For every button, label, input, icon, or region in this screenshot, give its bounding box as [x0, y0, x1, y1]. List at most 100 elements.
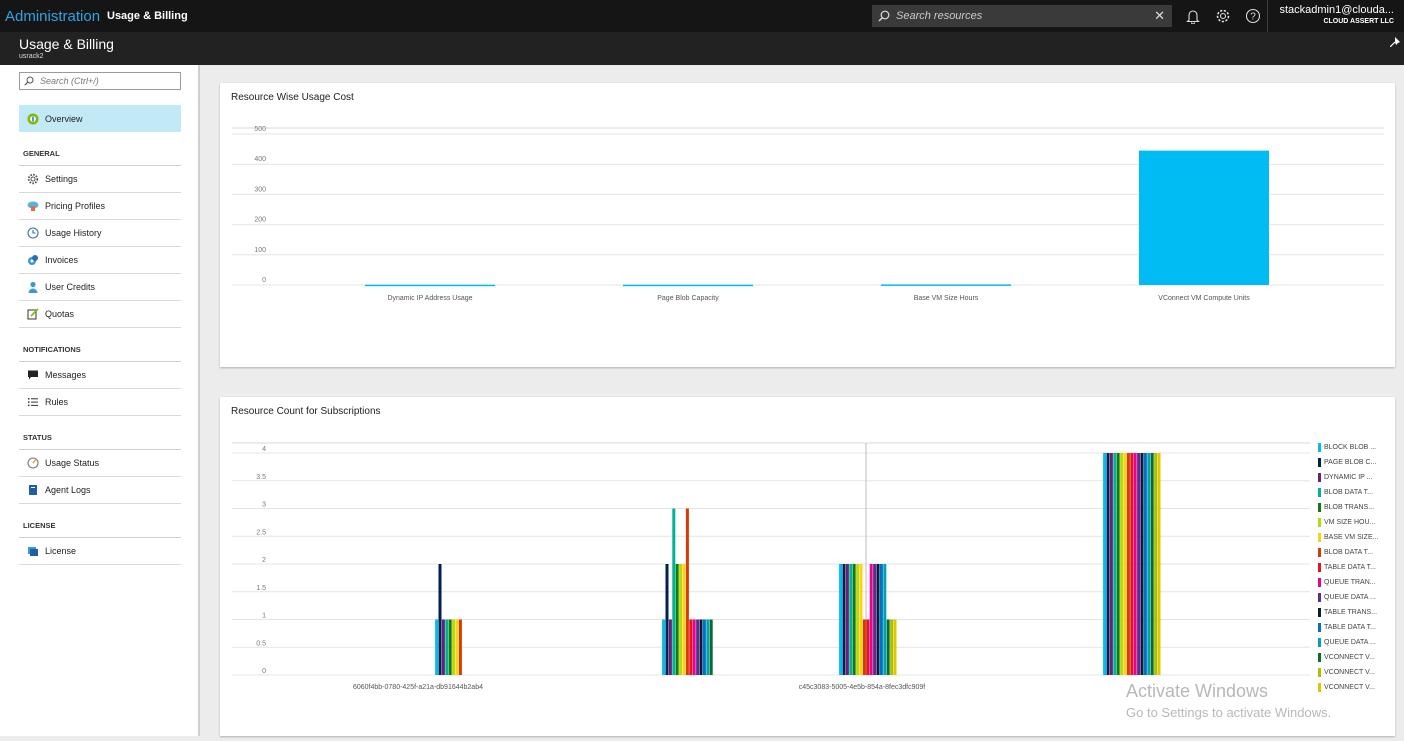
y-tick-label: 2 — [262, 557, 266, 564]
bar — [869, 564, 873, 675]
svg-text:?: ? — [1250, 12, 1256, 23]
legend-swatch — [1318, 533, 1321, 542]
legend-item[interactable]: BLOB DATA T... — [1318, 545, 1388, 560]
message-icon — [27, 369, 39, 381]
usage-cost-card: Resource Wise Usage Cost 0 100 200 300 400 50… — [220, 83, 1395, 367]
section-general: GENERAL — [23, 149, 60, 158]
divider — [19, 165, 181, 166]
legend-swatch — [1318, 593, 1321, 602]
divider — [19, 537, 181, 538]
bar — [1140, 453, 1144, 675]
notifications-bell-icon[interactable] — [1178, 0, 1208, 32]
menu-search-input[interactable] — [40, 76, 170, 86]
y-tick-label: 100 — [254, 247, 266, 254]
bar — [890, 619, 894, 675]
bar — [881, 284, 1011, 286]
sidebar-item-rules[interactable]: Rules — [19, 389, 181, 416]
legend-label: BLOCK BLOB ... — [1324, 444, 1377, 451]
pricing-profiles-icon — [27, 200, 39, 212]
chart-legend: BLOCK BLOB ... PAGE BLOB C... DYNAMIC IP .… — [1318, 440, 1388, 695]
legend-swatch — [1318, 473, 1321, 482]
legend-item[interactable]: QUEUE TRAN... — [1318, 575, 1388, 590]
sidebar-item-pricing-profiles[interactable]: Pricing Profiles — [19, 193, 181, 220]
legend-item[interactable]: BASE VM SIZE... — [1318, 530, 1388, 545]
legend-label: BLOB TRANS... — [1324, 504, 1375, 511]
legend-swatch — [1318, 548, 1321, 557]
legend-label: TABLE DATA T... — [1324, 624, 1376, 631]
menu-search-box[interactable] — [19, 72, 181, 90]
legend-item[interactable]: BLOCK BLOB ... — [1318, 440, 1388, 455]
bar — [702, 619, 706, 675]
settings-gear-icon[interactable] — [1208, 0, 1238, 32]
sidebar-item-license[interactable]: License — [19, 538, 181, 565]
blade-title: Usage & Billing — [19, 36, 114, 52]
bar — [1116, 453, 1120, 675]
legend-item[interactable]: BLOB TRANS... — [1318, 500, 1388, 515]
portal-brand-link[interactable]: Administration — [5, 7, 101, 25]
pin-icon[interactable] — [1390, 37, 1400, 47]
legend-item[interactable]: VM SIZE HOU... — [1318, 515, 1388, 530]
bar — [1126, 453, 1130, 675]
sidebar-item-usage-status[interactable]: Usage Status — [19, 450, 181, 477]
sidebar-item-agent-logs[interactable]: Agent Logs — [19, 477, 181, 504]
bar — [1130, 453, 1134, 675]
legend-item[interactable]: QUEUE DATA ... — [1318, 590, 1388, 605]
legend-item[interactable]: TABLE DATA T... — [1318, 560, 1388, 575]
user-name: stackadmin1@clouda... — [1279, 4, 1394, 16]
sidebar-item-user-credits[interactable]: User Credits — [19, 274, 181, 301]
bar — [682, 564, 686, 675]
legend-label: BLOB DATA T... — [1324, 549, 1374, 556]
sidebar-item-overview[interactable]: Overview — [19, 105, 181, 132]
legend-item[interactable]: TABLE TRANS... — [1318, 605, 1388, 620]
usage-cost-chart: 0 100 200 300 400 500 Dynamic IP Address Usage… — [232, 126, 1384, 302]
legend-item[interactable]: VCONNECT V... — [1318, 680, 1388, 695]
sidebar-item-usage-history[interactable]: Usage History — [19, 220, 181, 247]
y-tick-label: 2.5 — [256, 529, 266, 536]
bar — [842, 564, 846, 675]
legend-label: BASE VM SIZE... — [1324, 534, 1379, 541]
legend-label: VCONNECT V... — [1324, 684, 1375, 691]
bar — [849, 564, 853, 675]
watermark-title: Activate Windows — [1126, 681, 1269, 701]
bar — [709, 619, 713, 675]
legend-item[interactable]: TABLE DATA T... — [1318, 620, 1388, 635]
bar — [1139, 150, 1269, 285]
sidebar-item-settings[interactable]: Settings — [19, 166, 181, 193]
divider — [19, 361, 181, 362]
resource-search-box[interactable]: ✕ — [872, 5, 1172, 27]
legend-item[interactable]: VCONNECT V... — [1318, 665, 1388, 680]
bar — [1109, 453, 1113, 675]
bar — [455, 619, 459, 675]
sidebar-item-messages[interactable]: Messages — [19, 362, 181, 389]
legend-swatch — [1318, 488, 1321, 497]
legend-item[interactable]: VCONNECT V... — [1318, 650, 1388, 665]
bar — [1147, 453, 1151, 675]
legend-item[interactable]: PAGE BLOB C... — [1318, 455, 1388, 470]
legend-label: QUEUE DATA ... — [1324, 594, 1376, 601]
bar — [458, 619, 462, 675]
legend-item[interactable]: BLOB DATA T... — [1318, 485, 1388, 500]
user-account-menu[interactable]: stackadmin1@clouda... CLOUD ASSERT LLC — [1279, 4, 1394, 25]
legend-item[interactable]: QUEUE DATA ... — [1318, 635, 1388, 650]
x-tick-label: c45c3083-5005-4e5b-854a-8fec3dfc909f — [799, 684, 926, 691]
sidebar-item-quotas[interactable]: Quotas — [19, 301, 181, 328]
bar — [1113, 453, 1117, 675]
clear-search-icon[interactable]: ✕ — [1154, 8, 1165, 23]
y-tick-label: 400 — [254, 156, 266, 163]
bar — [1106, 453, 1110, 675]
search-icon — [24, 76, 34, 86]
y-tick-label: 1.5 — [256, 585, 266, 592]
search-input[interactable] — [896, 10, 1156, 22]
breadcrumb[interactable]: Usage & Billing — [107, 10, 188, 22]
bar — [696, 619, 700, 675]
bar — [845, 564, 849, 675]
y-tick-label: 3 — [262, 502, 266, 509]
help-question-icon[interactable]: ? — [1238, 0, 1268, 32]
bar — [668, 619, 672, 675]
sidebar-item-invoices[interactable]: Invoices — [19, 247, 181, 274]
legend-swatch — [1318, 578, 1321, 587]
y-tick-label: 0 — [262, 668, 266, 675]
legend-item[interactable]: DYNAMIC IP ... — [1318, 470, 1388, 485]
bar — [706, 619, 710, 675]
bar — [1137, 453, 1141, 675]
